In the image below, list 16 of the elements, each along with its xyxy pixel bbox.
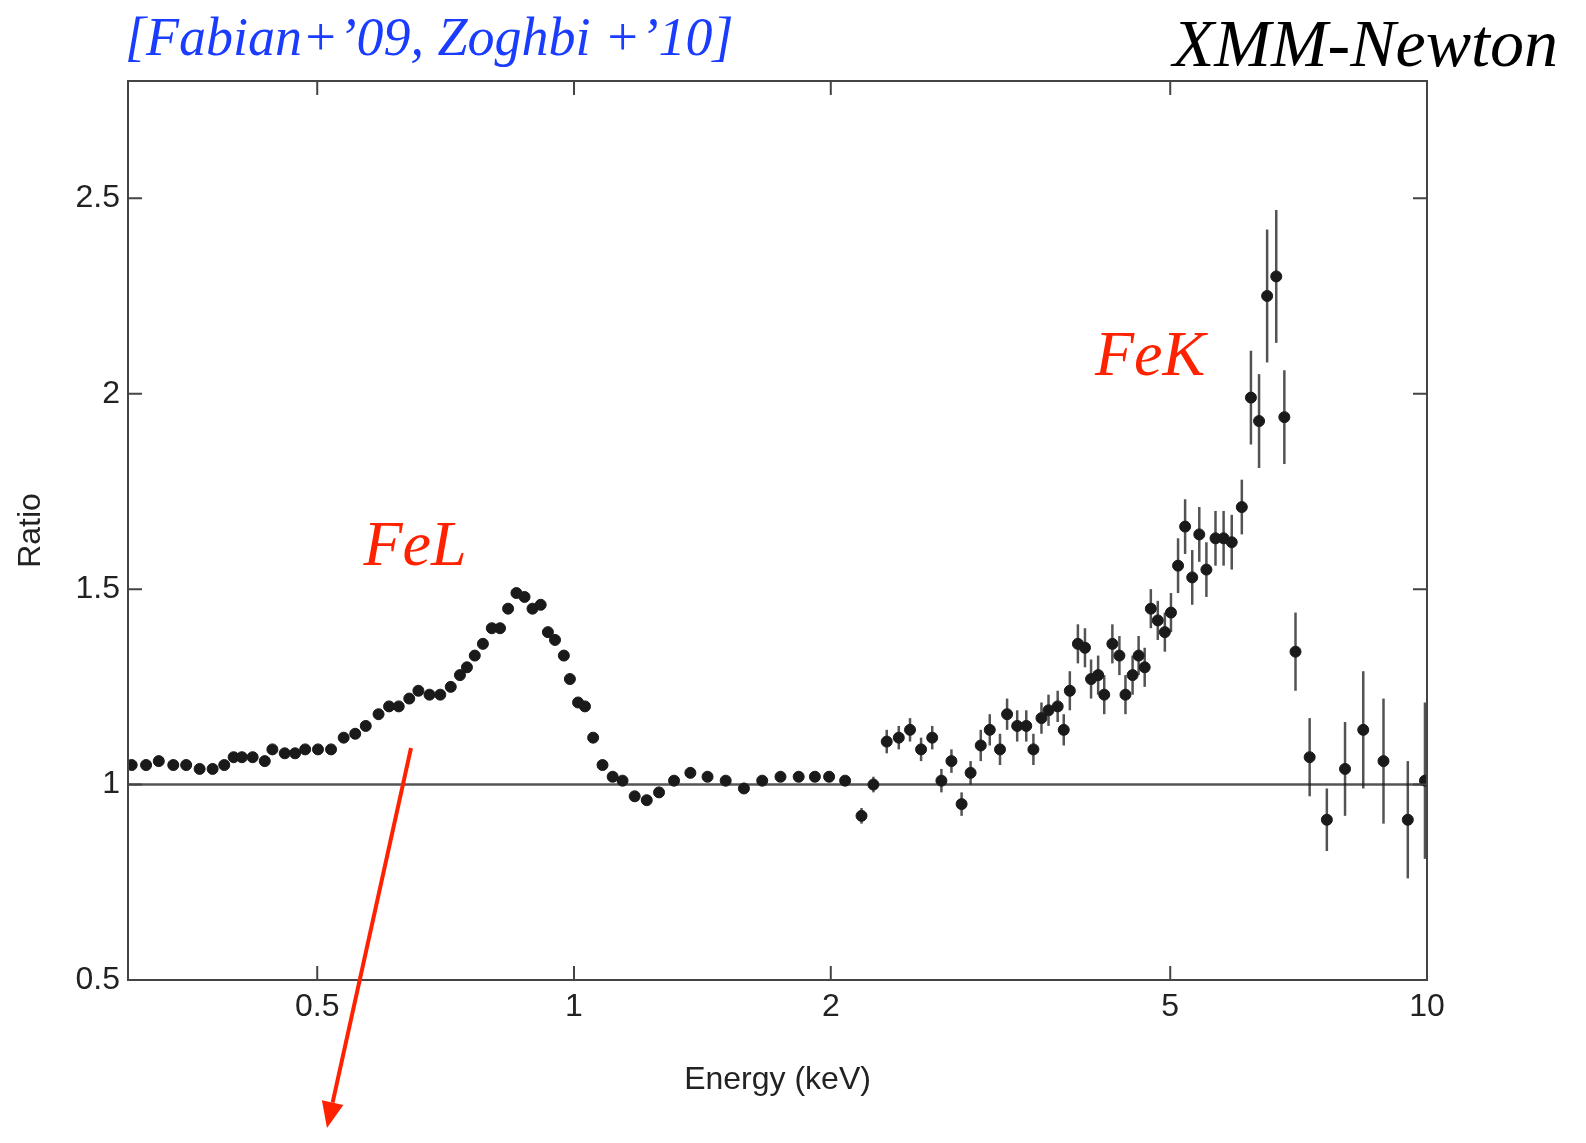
x-tick-label: 0.5 (294, 987, 340, 1024)
text: [Fabian+’09, Zoghbi +’10] (125, 6, 734, 68)
x-tick-label: 1 (565, 987, 583, 1024)
chart-title: XMM-Newton (1172, 4, 1558, 83)
x-tick-label: 5 (1161, 987, 1180, 1024)
y-axis-title: Ratio (11, 493, 48, 568)
annotation: FeK (1093, 317, 1209, 389)
y-tick-label: 1 (102, 764, 120, 801)
y-tick-label: 1.5 (75, 568, 120, 605)
y-tick-label: 0.5 (75, 959, 120, 996)
y-tick-label: 2 (102, 373, 120, 410)
x-tick-label: 10 (1409, 987, 1445, 1024)
x-axis-title: Energy (keV) (684, 1059, 871, 1096)
annotation: FeL (362, 507, 467, 579)
y-tick-label: 2.5 (75, 178, 120, 215)
x-tick-label: 2 (821, 987, 840, 1024)
